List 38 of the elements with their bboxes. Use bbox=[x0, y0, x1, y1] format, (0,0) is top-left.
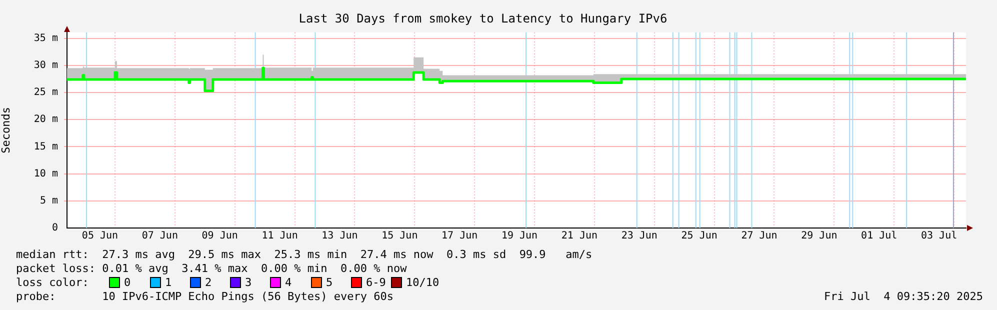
x-tick-label: 05 Jun bbox=[82, 230, 118, 242]
x-tick-label: 01 Jul bbox=[861, 230, 898, 242]
text: median rtt: 27.3 ms avg 29.5 ms max 25.3 ms min 27.4 ms now 0.3 ms sd 99.9 am/s bbox=[16, 248, 592, 261]
y-tick-label: 10 m bbox=[34, 168, 58, 180]
text: probe: 10 IPv6-ICMP Echo Pings (56 Bytes) every 60s bbox=[16, 290, 394, 303]
x-tick-label: 27 Jun bbox=[741, 230, 778, 242]
text: loss color: bbox=[16, 276, 89, 289]
text: Fri Jul 4 09:35:20 2025 bbox=[824, 290, 983, 303]
x-tick-label: 29 Jun bbox=[801, 230, 838, 242]
text: packet loss: 0.01 % avg 3.41 % max 0.00 % min 0.00 % now bbox=[16, 262, 407, 275]
x-tick-label: 13 Jun bbox=[322, 230, 358, 242]
x-tick-label: 15 Jun bbox=[382, 230, 418, 242]
x-tick-label: 09 Jun bbox=[202, 230, 238, 242]
y-tick-label: 20 m bbox=[34, 114, 58, 126]
y-tick-label: 0 bbox=[52, 222, 58, 234]
text: 0 bbox=[124, 276, 131, 289]
x-tick-label: 19 Jun bbox=[501, 230, 538, 242]
y-tick-label: 25 m bbox=[34, 87, 58, 98]
text: 4 bbox=[285, 276, 292, 289]
text: 2 bbox=[205, 276, 212, 289]
text: 5 bbox=[326, 276, 333, 289]
y-axis-title: Seconds bbox=[0, 107, 12, 154]
x-tick-label: 25 Jun bbox=[681, 230, 718, 242]
text: 1 bbox=[165, 276, 172, 289]
y-tick-label: 30 m bbox=[34, 60, 58, 72]
x-tick-label: 17 Jun bbox=[442, 230, 478, 242]
x-tick-label: 21 Jun bbox=[561, 230, 598, 242]
y-tick-label: 15 m bbox=[34, 141, 58, 152]
y-tick-label: 35 m bbox=[34, 32, 58, 44]
text: 10/10 bbox=[406, 276, 440, 289]
x-tick-label: 11 Jun bbox=[262, 230, 298, 242]
x-tick-label: 23 Jun bbox=[621, 230, 658, 242]
x-tick-label: 07 Jun bbox=[142, 230, 178, 242]
text: 3 bbox=[245, 276, 252, 289]
y-tick-label: 5 m bbox=[40, 196, 58, 206]
text: 6-9 bbox=[366, 276, 386, 289]
x-tick-label: 03 Jul bbox=[920, 230, 958, 242]
chart-title: Last 30 Days from smokey to Latency to Hungary IPv6 bbox=[298, 11, 668, 26]
